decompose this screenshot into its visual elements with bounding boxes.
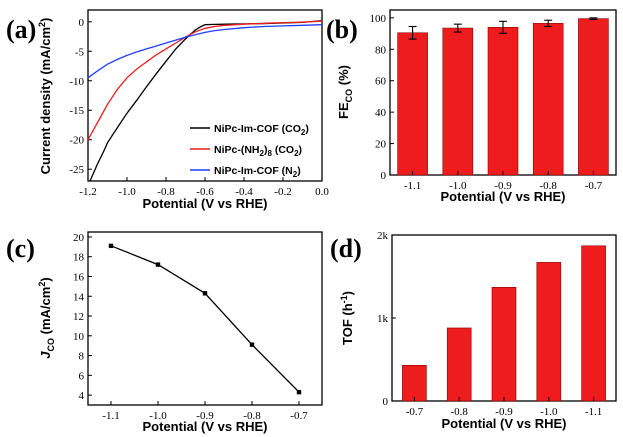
series-line-a-1 xyxy=(89,19,323,182)
x-tick-label-b: -1.0 xyxy=(449,180,467,192)
y-tick-label-c: 18 xyxy=(73,252,85,264)
y-axis-label-b: FECO (%) xyxy=(336,65,354,119)
y-tick-label-b: 60 xyxy=(375,76,387,88)
bar-b xyxy=(442,27,474,176)
x-tick-label-a: -0.4 xyxy=(235,186,253,198)
x-tick-label-c: -1.1 xyxy=(102,410,119,422)
y-tick-label-b: 20 xyxy=(375,139,387,151)
x-tick-label-a: -1.0 xyxy=(118,186,136,198)
bar-b xyxy=(487,26,519,176)
y-axis-label-a: Current density (mA/cm2) xyxy=(37,18,53,175)
x-tick-label-c: -0.9 xyxy=(196,410,214,422)
x-ticks-a: -1.2 -1.0 -0.8 -0.6 -0.4 -0.2 0.0 xyxy=(79,177,329,198)
legend-entry-2: NiPc-(NH2)8 (CO2) xyxy=(214,144,302,158)
y-tick-label-a: -10 xyxy=(69,76,84,88)
bar-d xyxy=(536,262,562,402)
bars-d: -0.7 -0.8 -0.9 -1.0 -1.1 xyxy=(402,245,606,418)
bar-d xyxy=(402,365,427,402)
panel-b: 0 20 40 60 80 100 -1.1 -1.0 -0.9 -0.8 -0.7 Potent… xyxy=(336,9,617,204)
panel-d: 0 1k 2k -0.7 -0.8 -0.9 -1.0 -1.1 Potential (V … xyxy=(339,230,617,431)
panel-c: 4 6 8 10 12 14 16 18 20 -1.1 -1.0 -0.9 -0.8 -0.7 Pot… xyxy=(37,231,323,434)
y-ticks-b: 0 20 40 60 80 100 xyxy=(370,13,394,182)
y-tick-label-c: 12 xyxy=(73,311,84,323)
y-tick-label-b: 0 xyxy=(381,170,387,182)
x-tick-label-d: -1.1 xyxy=(585,406,602,418)
series-line-a-3 xyxy=(87,24,323,79)
data-point-c xyxy=(155,262,161,267)
x-tick-label-b: -0.8 xyxy=(539,180,557,192)
data-point-c xyxy=(108,243,114,249)
data-point-c xyxy=(202,291,208,296)
x-axis-label-c: Potential (V vs RHE) xyxy=(143,419,268,434)
bar-d xyxy=(491,286,517,402)
bars-b: -1.1 -1.0 -0.9 -0.8 -0.7 xyxy=(397,17,609,192)
x-axis-label-a: Potential (V vs RHE) xyxy=(143,196,268,211)
y-tick-label-b: 40 xyxy=(375,107,387,119)
x-tick-label-c: -0.7 xyxy=(290,410,308,422)
y-tick-label-c: 8 xyxy=(79,351,85,363)
x-tick-label-c: -1.0 xyxy=(149,410,167,422)
bar-d xyxy=(581,245,606,402)
bar-b xyxy=(532,23,564,176)
panel-label-a: (a) xyxy=(6,15,36,44)
y-tick-label-c: 14 xyxy=(73,291,85,303)
y-tick-label-c: 16 xyxy=(73,271,85,283)
series-line-c xyxy=(108,243,302,395)
y-tick-label-c: 20 xyxy=(73,232,85,244)
y-axis-label-c: JCO (mA/cm2) xyxy=(37,277,56,358)
y-tick-label-c: 10 xyxy=(73,331,85,343)
legend-a: NiPc-Im-COF (CO2) NiPc-(NH2)8 (CO2) NiPc… xyxy=(190,123,309,179)
y-tick-label-c: 4 xyxy=(79,390,85,402)
jco-line xyxy=(110,245,300,393)
y-tick-label-a: -25 xyxy=(69,164,84,176)
y-tick-label-a: -15 xyxy=(69,105,84,117)
panel-label-c: (c) xyxy=(6,234,35,263)
x-tick-label-a: -0.2 xyxy=(274,186,291,198)
y-ticks-a: -25 -20 -15 -10 -5 0 xyxy=(69,17,92,176)
x-axis-label-d: Potential (V vs RHE) xyxy=(442,416,567,431)
x-tick-label-a: -0.6 xyxy=(196,186,214,198)
y-ticks-c: 4 6 8 10 12 14 16 18 20 xyxy=(73,232,92,402)
series-lines-a xyxy=(87,19,323,182)
bar-d xyxy=(446,327,472,402)
y-ticks-d: 0 1k 2k xyxy=(377,230,396,408)
x-tick-label-d: -0.7 xyxy=(406,406,424,418)
x-tick-label-b: -0.9 xyxy=(494,180,512,192)
legend-entry-1: NiPc-Im-COF (CO2) xyxy=(214,123,309,137)
x-tick-label-d: -0.9 xyxy=(495,406,513,418)
x-tick-label-b: -1.1 xyxy=(404,180,421,192)
panel-label-b: (b) xyxy=(326,15,358,44)
bar-b xyxy=(578,18,609,176)
y-axis-label-d: TOF (h-1) xyxy=(339,291,355,345)
x-tick-label-c: -0.8 xyxy=(243,410,261,422)
x-tick-label-a: 0.0 xyxy=(315,186,329,198)
x-tick-label-d: -1.0 xyxy=(540,406,558,418)
x-axis-label-b: Potential (V vs RHE) xyxy=(441,189,566,204)
y-tick-label-b: 80 xyxy=(375,44,387,56)
data-point-c xyxy=(249,342,255,347)
y-tick-label-d: 0 xyxy=(383,396,389,408)
y-tick-label-c: 6 xyxy=(79,370,85,382)
series-line-a-2 xyxy=(87,20,323,141)
y-tick-label-d: 2k xyxy=(377,230,389,242)
y-tick-label-b: 100 xyxy=(370,13,387,25)
y-tick-label-a: 0 xyxy=(79,17,85,29)
panel-a: -1.2 -1.0 -0.8 -0.6 -0.4 -0.2 0.0 -25 -20 -15 -10… xyxy=(37,9,329,211)
legend-entry-3: NiPc-Im-COF (N2) xyxy=(214,165,301,179)
y-tick-label-a: -20 xyxy=(69,135,84,147)
panel-label-d: (d) xyxy=(330,234,362,263)
y-tick-label-a: -5 xyxy=(75,46,85,58)
x-tick-label-a: -1.2 xyxy=(79,186,96,198)
bar-b xyxy=(397,32,428,176)
x-ticks-c: -1.1 -1.0 -0.9 -0.8 -0.7 xyxy=(102,401,308,422)
x-tick-label-b: -0.7 xyxy=(585,180,603,192)
y-tick-label-d: 1k xyxy=(377,313,389,325)
data-point-c xyxy=(296,389,302,395)
x-tick-label-a: -0.8 xyxy=(157,186,175,198)
x-tick-label-d: -0.8 xyxy=(450,406,468,418)
